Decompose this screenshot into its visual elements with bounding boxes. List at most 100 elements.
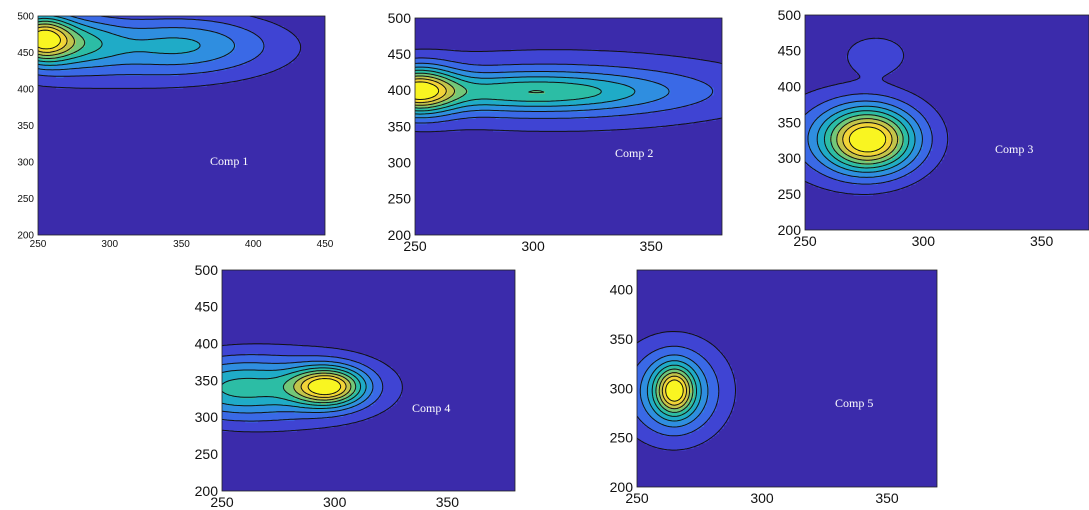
contour-line (655, 368, 694, 413)
x-tick-label: 400 (245, 239, 262, 250)
y-tick-label: 250 (195, 446, 219, 462)
contour-line (807, 100, 923, 178)
contour-level-9 (848, 127, 888, 153)
contour-lines (415, 48, 722, 133)
y-tick-label: 200 (17, 231, 34, 242)
contour-line (665, 379, 684, 402)
contour-panel-4: 250 300 350 200 250 300 350 400 450 500 Comp 4 (170, 262, 530, 510)
y-tick-label: 450 (17, 48, 34, 59)
contour-line (658, 372, 691, 410)
contour-panel-2: 250 300 350 200 250 300 350 400 450 500 Comp 2 (355, 0, 735, 255)
x-tick-label: 300 (521, 238, 545, 254)
contour-line (307, 378, 342, 396)
contour-line (415, 78, 447, 104)
contour-panel-5: 250 300 350 200 250 300 350 400 Comp 5 (570, 262, 950, 510)
contour-line (415, 66, 636, 115)
plot-border (37, 15, 326, 236)
contour-lines (637, 331, 736, 451)
y-tick-label: 200 (610, 479, 634, 495)
y-tick-label: 300 (388, 155, 412, 171)
contour-line (222, 360, 374, 414)
contour-level-5 (415, 69, 602, 112)
contour-panel-1: 250 300 350 400 450 200 250 300 350 400 450 500 Comp… (0, 0, 345, 255)
y-tick-label: 500 (778, 7, 802, 23)
contour-line (415, 69, 602, 112)
contour-line (646, 360, 702, 422)
contour-line (415, 57, 714, 124)
contour-lines (38, 16, 302, 89)
contour-line (830, 114, 904, 165)
contour-level-9 (38, 29, 62, 51)
contour-line (38, 26, 68, 53)
x-tick-label: 250 (625, 490, 649, 506)
y-tick-label: 500 (17, 12, 34, 23)
x-tick-label: 300 (323, 494, 347, 510)
x-tick-label: 300 (101, 239, 118, 250)
contour-line (282, 370, 357, 404)
contour-line (222, 343, 403, 433)
y-tick-label: 200 (388, 227, 412, 243)
x-tick-label: 250 (210, 494, 234, 510)
contour-line (415, 62, 670, 119)
plot-border (636, 269, 938, 488)
contour-line (38, 29, 61, 50)
component-label: Comp 2 (615, 146, 653, 160)
contour-line (823, 110, 910, 169)
contour-plot-1: 250 300 350 400 450200250300350400450500Comp… (17, 12, 334, 251)
contour-lines (222, 343, 403, 433)
component-label: Comp 4 (412, 401, 450, 415)
contour-line (300, 375, 347, 398)
plot-border (221, 269, 516, 492)
contour-line (415, 75, 455, 106)
contour-line (222, 364, 367, 409)
y-tick-label: 300 (17, 158, 34, 169)
contour-fills (38, 16, 301, 89)
contour-line (38, 23, 75, 56)
x-tick-label: 350 (875, 490, 899, 506)
contour-line (415, 81, 440, 100)
y-tick-label: 350 (610, 331, 634, 347)
y-tick-label: 500 (195, 262, 219, 278)
y-tick-label: 500 (388, 10, 412, 26)
y-tick-label: 400 (610, 282, 634, 298)
contour-line (848, 126, 887, 153)
y-tick-label: 400 (778, 79, 802, 95)
component-label: Comp 1 (210, 154, 248, 168)
x-tick-label: 300 (750, 490, 774, 506)
y-tick-label: 350 (195, 372, 219, 388)
contour-line (38, 16, 265, 77)
x-tick-label: 450 (317, 239, 334, 250)
contour-line (38, 16, 201, 66)
x-tick-label: 250 (793, 233, 817, 249)
contour-line (38, 20, 86, 59)
y-tick-label: 400 (17, 85, 34, 96)
x-tick-label: 350 (173, 239, 190, 250)
contour-line (651, 364, 697, 417)
y-tick-label: 250 (388, 191, 412, 207)
y-tick-label: 300 (610, 380, 634, 396)
y-tick-label: 250 (778, 186, 802, 202)
x-tick-label: 300 (912, 233, 936, 249)
contour-line (842, 122, 893, 157)
y-tick-label: 250 (610, 430, 634, 446)
contour-line (415, 48, 722, 133)
contour-line (38, 17, 103, 63)
contour-line (222, 367, 362, 406)
y-tick-label: 350 (388, 118, 412, 134)
contour-line (805, 93, 933, 185)
y-tick-label: 400 (195, 336, 219, 352)
x-tick-label: 250 (403, 238, 427, 254)
contour-line (415, 72, 545, 109)
y-tick-label: 200 (778, 222, 802, 238)
component-label: Comp 5 (835, 396, 873, 410)
contour-level-9 (665, 379, 684, 402)
contour-level-9 (308, 377, 341, 395)
x-tick-label: 350 (436, 494, 460, 510)
x-tick-label: 350 (639, 238, 663, 254)
contour-line (639, 354, 709, 428)
y-tick-label: 300 (778, 150, 802, 166)
